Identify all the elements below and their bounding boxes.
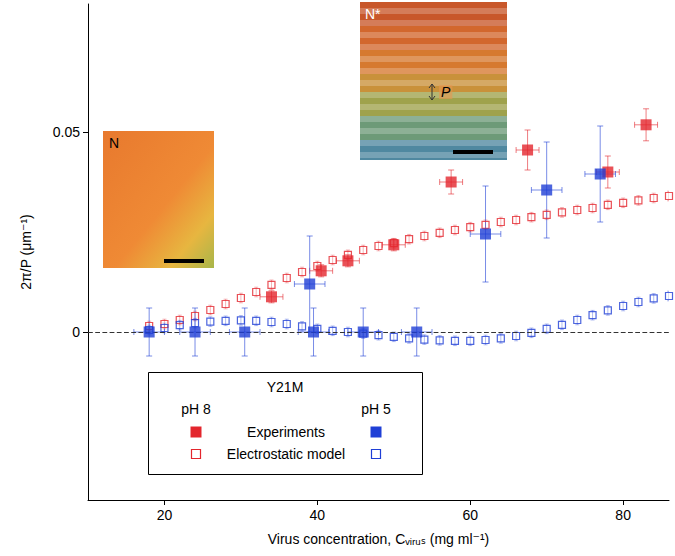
svg-text:Electrostatic model: Electrostatic model: [227, 446, 345, 462]
svg-text:N*: N*: [365, 6, 381, 22]
svg-text:Experiments: Experiments: [247, 424, 325, 440]
svg-text:0.05: 0.05: [53, 124, 80, 140]
svg-text:0: 0: [72, 324, 80, 340]
svg-text:2π/P (μm⁻¹): 2π/P (μm⁻¹): [18, 214, 34, 289]
svg-text:40: 40: [310, 507, 326, 523]
svg-text:60: 60: [462, 507, 478, 523]
svg-text:pH 5: pH 5: [361, 401, 391, 417]
svg-text:Virus concentration, Cᵥᵢᵣᵤₛ (m: Virus concentration, Cᵥᵢᵣᵤₛ (mg ml⁻¹): [268, 531, 489, 547]
svg-text:P: P: [441, 84, 451, 100]
svg-text:80: 80: [615, 507, 631, 523]
svg-text:Y21M: Y21M: [267, 379, 304, 395]
svg-text:20: 20: [157, 507, 173, 523]
svg-text:N: N: [109, 135, 119, 151]
svg-text:pH 8: pH 8: [181, 401, 211, 417]
